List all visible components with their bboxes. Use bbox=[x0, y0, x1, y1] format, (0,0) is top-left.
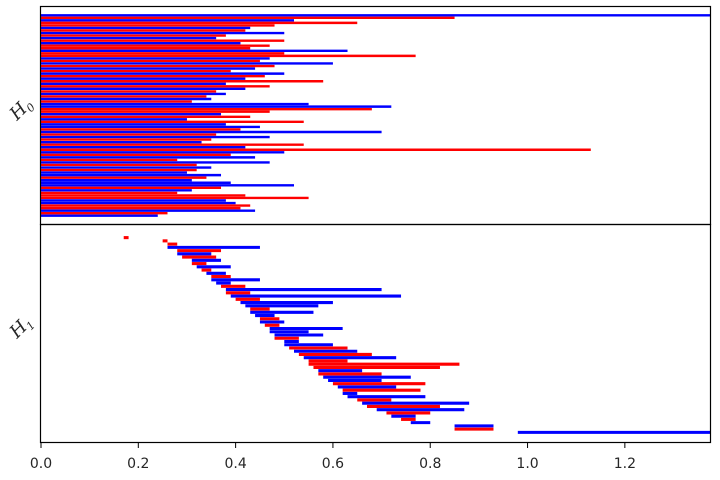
x-axis: 0.0 0.2 0.4 0.6 0.8 1.0 1.2 bbox=[30, 443, 636, 472]
x-tick-label-1: 0.2 bbox=[127, 456, 149, 472]
h1-bars bbox=[123, 236, 710, 434]
x-tick-label-6: 1.2 bbox=[614, 456, 636, 472]
x-tick-label-3: 0.6 bbox=[322, 456, 344, 472]
x-tick-label-5: 1.0 bbox=[516, 456, 538, 472]
h1-panel-frame bbox=[39, 223, 712, 444]
x-tick-label-2: 0.4 bbox=[224, 456, 246, 472]
x-tick-label-0: 0.0 bbox=[30, 456, 52, 472]
h1-row-label: H1 bbox=[5, 312, 38, 345]
h0-bars bbox=[41, 14, 710, 217]
x-tick-label-4: 0.8 bbox=[419, 456, 441, 472]
h0-row-label: H0 bbox=[5, 94, 38, 127]
